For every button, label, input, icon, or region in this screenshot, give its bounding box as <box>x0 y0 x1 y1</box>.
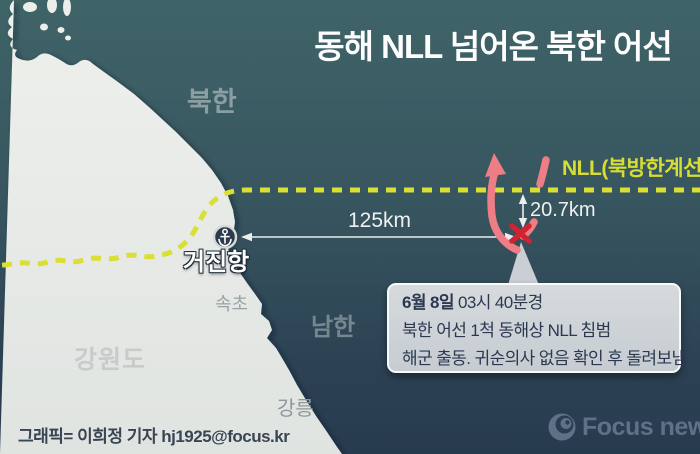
focus-news-logo: Focus news <box>547 412 700 442</box>
callout-line-event: 북한 어선 1척 동해상 NLL 침범 <box>402 321 611 340</box>
anchor-icon <box>212 224 238 250</box>
callout-date: 6월 8일 <box>402 293 455 312</box>
land-coastline <box>0 0 342 454</box>
x-mark-icon <box>509 223 532 244</box>
callout-time: 03시 40분경 <box>453 293 543 312</box>
focus-news-logo-icon <box>548 413 576 441</box>
label-gangneung: 강릉 <box>277 398 314 420</box>
label-distance-125km: 125km <box>348 209 412 232</box>
focus-news-logo-text: Focus news <box>582 412 700 441</box>
coastal-islets <box>23 0 71 41</box>
distance-arrow-20-7km <box>518 194 528 228</box>
callout-line-datetime: 6월 8일 03시 40분경 <box>402 289 666 317</box>
return-arrow <box>485 153 521 254</box>
graphic-credit: 그래픽= 이희정 기자 hj1925@focus.kr <box>18 427 290 446</box>
label-geojin-port: 거진항 <box>183 249 250 276</box>
label-nll: NLL(북방한계선) <box>562 157 700 180</box>
callout-line-response: 해군 출동. 귀순의사 없음 확인 후 돌려보냄 <box>402 349 687 368</box>
page-title: 동해 NLL 넘어온 북한 어선 <box>314 28 672 65</box>
label-distance-20-7km: 20.7km <box>530 199 596 221</box>
label-north-korea: 북한 <box>187 87 237 117</box>
incident-callout: 6월 8일 03시 40분경 북한 어선 1척 동해상 NLL 침범 해군 출동… <box>387 283 687 373</box>
label-gangwon-province: 강원도 <box>74 346 147 374</box>
label-south-korea: 남한 <box>311 314 356 341</box>
distance-arrow-125km <box>241 232 516 242</box>
callout-tail <box>508 242 539 285</box>
label-sokcho: 속초 <box>215 294 249 314</box>
